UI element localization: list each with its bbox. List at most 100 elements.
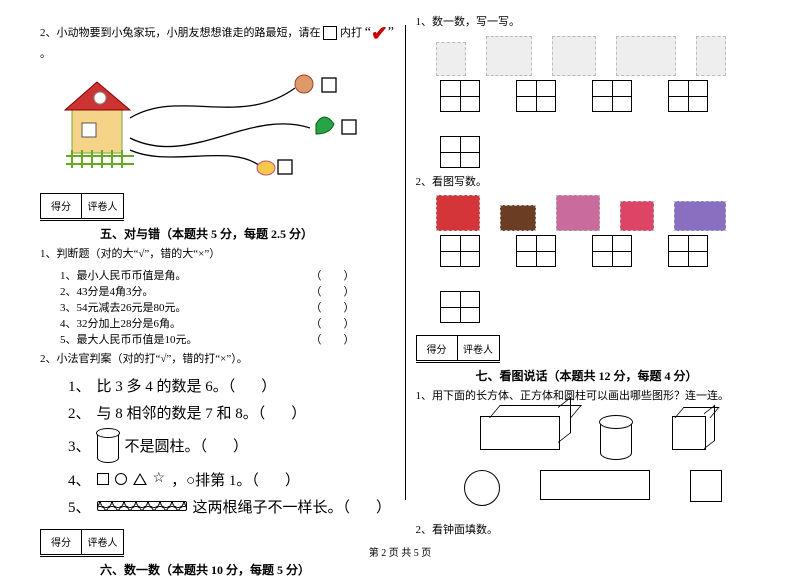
- answer-grid: [440, 136, 480, 168]
- bn1p: ）: [261, 375, 276, 396]
- score-cell-right: 评卷人: [82, 193, 124, 219]
- count-row-2-grids: [436, 231, 771, 323]
- worksheet-page: 2、小动物要到小兔家玩，小朋友想想谁走的路最短，请在 内打 “✔” 。: [0, 0, 800, 540]
- score-underline-5: [40, 220, 124, 221]
- flat-square-icon: [690, 470, 722, 502]
- score-cell-left: 得分: [40, 193, 82, 219]
- big-4: 4、 ☆ ，○排第 1。（ ）: [68, 469, 395, 490]
- bn3n: 3、: [68, 435, 91, 456]
- star-icon: ☆: [153, 473, 166, 485]
- bn3t: 不是圆柱。（: [125, 435, 208, 456]
- bn5n: 5、: [68, 496, 91, 517]
- circle-icon: [115, 473, 127, 485]
- left-column: 2、小动物要到小兔家玩，小朋友想想谁走的路最短，请在 内打 “✔” 。: [30, 10, 405, 540]
- candles-icon: [552, 36, 596, 76]
- tf2-paren: （ ）: [311, 283, 395, 299]
- big-2: 2、 与 8 相邻的数是 7 和 8。（ ）: [68, 402, 395, 423]
- q2-prompt: 2、小动物要到小兔家玩，小朋友想想谁走的路最短，请在 内打 “✔” 。: [40, 14, 395, 64]
- count-row-1-images: [436, 36, 771, 76]
- bn2t: 与 8 相邻的数是 7 和 8。（: [97, 402, 266, 423]
- tf-row-2: 2、43分是4角3分。 （ ）: [40, 283, 395, 299]
- count-row-1-grids: [436, 76, 771, 168]
- tf4: 4、32分加上28分是6角。: [60, 315, 181, 331]
- path-svg: [60, 68, 360, 178]
- tf5-paren: （ ）: [311, 331, 395, 347]
- q6-1-head: 1、数一数，写一写。: [416, 14, 771, 32]
- tf-row-4: 4、32分加上28分是6角。 （ ）: [40, 315, 395, 331]
- tf3: 3、54元减去26元是80元。: [60, 299, 187, 315]
- answer-grid: [440, 291, 480, 323]
- bears-icon: [616, 36, 676, 76]
- bn2p: ）: [291, 402, 306, 423]
- answer-grid: [516, 80, 556, 112]
- answer-grid: [440, 235, 480, 267]
- bn2n: 2、: [68, 402, 91, 423]
- big-3: 3、 不是圆柱。（ ）: [68, 429, 395, 463]
- triangle-icon: [133, 473, 147, 485]
- flat-circle-icon: [464, 470, 500, 506]
- cube-icon: [672, 416, 706, 450]
- bn1t: 比 3 多 4 的数是 6。（: [97, 375, 236, 396]
- tf2: 2、43分是4角3分。: [60, 283, 154, 299]
- square-icon: [97, 473, 109, 485]
- flat-shapes-row: [416, 470, 771, 506]
- answer-grid: [668, 235, 708, 267]
- q7-2-head: 2、看钟面填数。: [416, 522, 771, 540]
- q2-inline-box: [323, 26, 337, 40]
- cherries-icon: [436, 195, 480, 231]
- close-quote: ”: [388, 25, 394, 40]
- q2-text-a: 2、小动物要到小兔家玩，小朋友想想谁走的路最短，请在: [40, 27, 321, 39]
- bn3p: ）: [233, 435, 248, 456]
- umbrellas-icon: [556, 195, 600, 231]
- score-box-5: 得分 评卷人: [40, 193, 395, 219]
- tf1-paren: （ ）: [311, 267, 395, 283]
- solid-shapes-row: [416, 416, 771, 460]
- answer-grid: [668, 80, 708, 112]
- tf4-paren: （ ）: [311, 315, 395, 331]
- shape-sequence: ☆: [97, 473, 166, 485]
- big-1: 1、 比 3 多 4 的数是 6。（ ）: [68, 375, 395, 396]
- page-footer: 第 2 页 共 5 页: [0, 544, 800, 559]
- scissors-icon: [620, 201, 654, 231]
- score-underline-7: [416, 362, 500, 363]
- tf5: 5、最大人民币币值是10元。: [60, 331, 198, 347]
- hats-icon: [674, 201, 726, 231]
- section6-title: 六、数一数（本题共 10 分，每题 5 分）: [100, 561, 395, 578]
- section5-title: 五、对与错（本题共 5 分，每题 2.5 分）: [100, 225, 395, 242]
- cuboid-icon: [480, 416, 560, 450]
- bn4t: ，○排第 1。（: [171, 469, 259, 490]
- score-box-7: 得分 评卷人: [416, 335, 771, 361]
- bn5t: 这两根绳子不一样长。（: [193, 496, 351, 517]
- wavy-line-icon: [97, 501, 187, 511]
- q6-2-head: 2、看图写数。: [416, 174, 771, 192]
- q5-2-head: 2、小法官判案（对的打“√”，错的打“×”）。: [40, 351, 395, 369]
- q2-text-b: 内打: [340, 27, 362, 39]
- big-5: 5、 这两根绳子不一样长。（ ）: [68, 496, 395, 517]
- tf-row-5: 5、最大人民币币值是10元。 （ ）: [40, 331, 395, 347]
- cat-icon: [696, 36, 726, 76]
- answer-grid: [592, 80, 632, 112]
- animal-path-figure: [60, 68, 395, 181]
- lanterns-icon: [486, 36, 532, 76]
- tf-row-3: 3、54元减去26元是80元。 （ ）: [40, 299, 395, 315]
- score7-left: 得分: [416, 335, 458, 361]
- checkmark-icon: ✔: [371, 23, 388, 45]
- computer-icon: [436, 42, 466, 76]
- bn1n: 1、: [68, 375, 91, 396]
- tf3-paren: （ ）: [311, 299, 395, 315]
- section7-title: 七、看图说话（本题共 12 分，每题 4 分）: [476, 367, 771, 384]
- count-row-2-images: [436, 195, 771, 231]
- chocolate-icon: [500, 205, 536, 231]
- bn4p: ）: [285, 469, 300, 490]
- answer-grid: [440, 80, 480, 112]
- bn5p: ）: [376, 496, 391, 517]
- tf-row-1: 1、最小人民币币值是角。 （ ）: [40, 267, 395, 283]
- tf1: 1、最小人民币币值是角。: [60, 267, 187, 283]
- bn4n: 4、: [68, 469, 91, 490]
- q5-1-head: 1、判断题（对的大“√”，错的大“×”）: [40, 246, 395, 264]
- q2-text-c: 。: [40, 48, 51, 60]
- answer-grid: [592, 235, 632, 267]
- cylinder-icon: [97, 429, 119, 463]
- right-column: 1、数一数，写一写。 2、看图写数。: [406, 10, 781, 540]
- cylinder-v-icon: [600, 416, 632, 460]
